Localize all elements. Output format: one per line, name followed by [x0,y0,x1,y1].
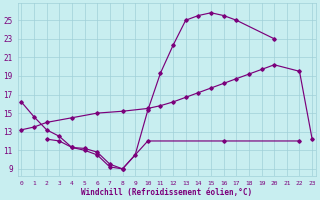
X-axis label: Windchill (Refroidissement éolien,°C): Windchill (Refroidissement éolien,°C) [81,188,252,197]
